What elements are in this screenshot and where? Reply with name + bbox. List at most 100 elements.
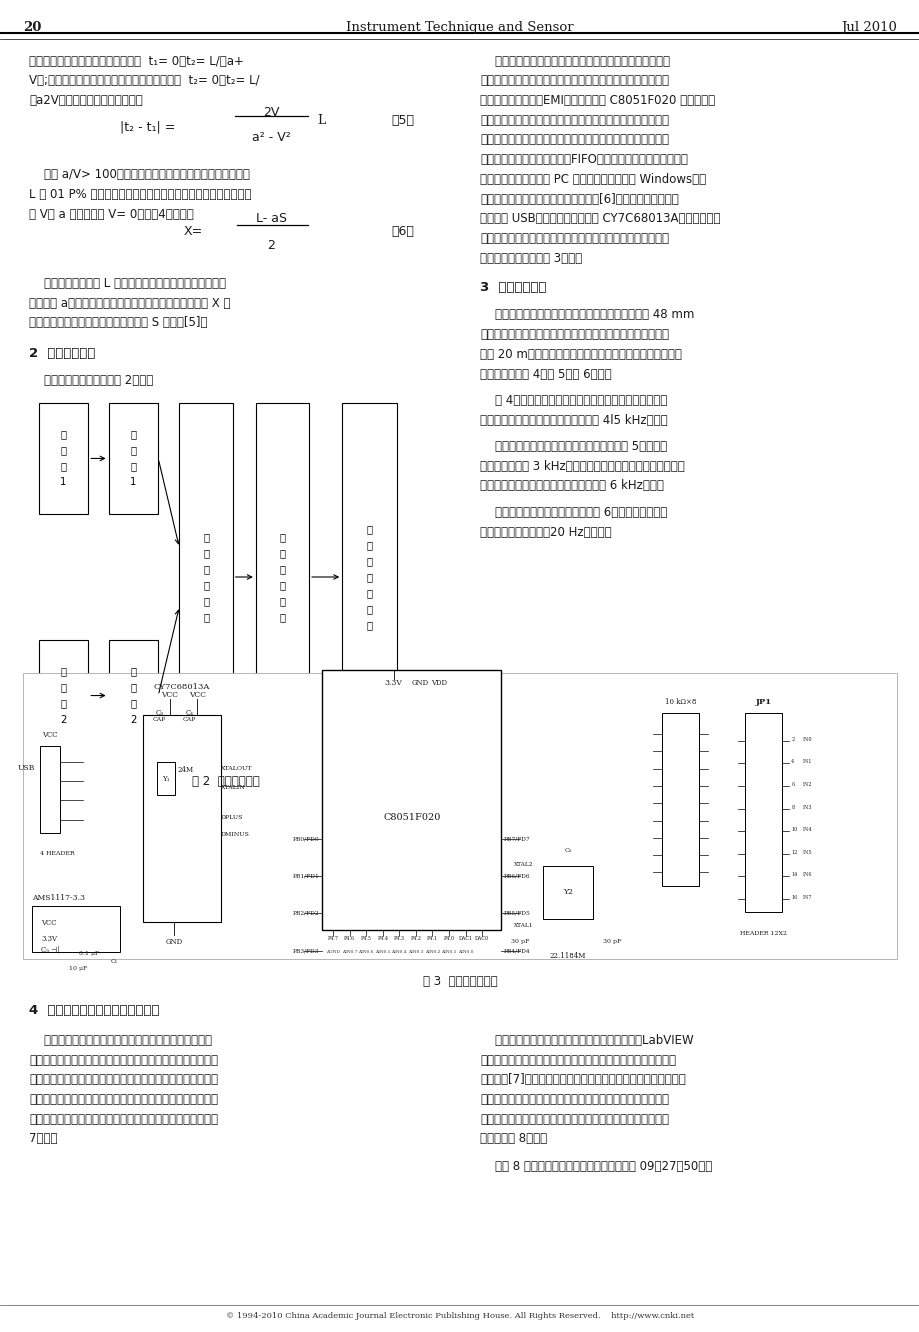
Bar xyxy=(39,641,88,751)
Text: 1: 1 xyxy=(130,477,136,488)
Bar xyxy=(156,762,176,795)
Text: 10: 10 xyxy=(790,827,797,832)
Text: DPLUS: DPLUS xyxy=(221,815,243,821)
Text: P4.4: P4.4 xyxy=(377,936,388,942)
Text: IN1: IN1 xyxy=(801,759,811,765)
Text: XTALOUT: XTALOUT xyxy=(221,766,252,771)
Text: 器: 器 xyxy=(130,698,136,709)
Text: 7所示。: 7所示。 xyxy=(29,1132,58,1146)
Text: VCC: VCC xyxy=(42,731,57,739)
Text: 集: 集 xyxy=(203,579,209,590)
Text: 低了外部电磁干扰（EMI）。主单片机 C8051F020 负责采集前: 低了外部电磁干扰（EMI）。主单片机 C8051F020 负责采集前 xyxy=(480,95,715,107)
Text: IN3: IN3 xyxy=(801,805,811,810)
Text: 传: 传 xyxy=(61,429,66,440)
Text: 要取决于首末端泄漏声波到达的时间差 S 的确定[5]。: 要取决于首末端泄漏声波到达的时间差 S 的确定[5]。 xyxy=(29,316,208,329)
Text: C8051F020: C8051F020 xyxy=(382,813,440,822)
Bar xyxy=(542,866,593,919)
Text: 警: 警 xyxy=(367,587,372,598)
Text: 据: 据 xyxy=(203,547,209,558)
Bar xyxy=(39,404,88,514)
Text: XTAL1: XTAL1 xyxy=(514,923,533,928)
Text: AGND: AGND xyxy=(325,950,340,954)
Text: 频谱分析。当信号中存在过阈值的数据时，根据信号的频率特: 频谱分析。当信号中存在过阈值的数据时，根据信号的频率特 xyxy=(29,1094,218,1106)
Text: L: L xyxy=(317,113,325,127)
Text: AIN0.2: AIN0.2 xyxy=(425,950,439,954)
Text: VCC: VCC xyxy=(188,691,206,699)
Text: 接: 接 xyxy=(279,595,285,606)
Text: 作为虚拟价器开发平台，和其他同类产品相比，LabVIEW: 作为虚拟价器开发平台，和其他同类产品相比，LabVIEW xyxy=(480,1034,693,1047)
Text: 坏点 20 m的位置进行信号采集。采集到的典型破坏声波信号: 坏点 20 m的位置进行信号采集。采集到的典型破坏声波信号 xyxy=(480,348,681,361)
Text: Y₁: Y₁ xyxy=(162,775,170,783)
Text: 机: 机 xyxy=(367,555,372,566)
Text: 24M: 24M xyxy=(177,766,194,774)
Text: AIN0.3: AIN0.3 xyxy=(408,950,423,954)
Text: P4.0: P4.0 xyxy=(443,936,454,942)
Text: 大: 大 xyxy=(130,682,136,693)
Text: PB7/FD7: PB7/FD7 xyxy=(504,836,530,842)
Text: C₁: C₁ xyxy=(110,959,118,964)
Text: PB2/FD2: PB2/FD2 xyxy=(292,911,319,916)
Text: 4 HEADER: 4 HEADER xyxy=(40,851,74,856)
Text: 块: 块 xyxy=(203,611,209,622)
Text: P4.7: P4.7 xyxy=(327,936,338,942)
Text: 响应速度跟不上，容易造成数据丢失。所以在主单片机和总线: 响应速度跟不上，容易造成数据丢失。所以在主单片机和总线 xyxy=(480,133,668,147)
Text: 系统的硬件设计框图如图 2所示。: 系统的硬件设计框图如图 2所示。 xyxy=(29,374,153,388)
Text: 3.3V: 3.3V xyxy=(384,679,403,687)
Text: 统。系统首先读入缓冲区中的数据进行滤波，然后对数据进行: 统。系统首先读入缓冲区中的数据进行滤波，然后对数据进行 xyxy=(29,1074,218,1087)
Text: PB1/FD1: PB1/FD1 xyxy=(292,874,319,879)
Text: GND: GND xyxy=(412,679,429,687)
Text: CAP: CAP xyxy=(183,717,196,722)
Text: 转为串行 USB输出方式，由单片机 CY7C68013A将信号批量传: 转为串行 USB输出方式，由单片机 CY7C68013A将信号批量传 xyxy=(480,212,720,225)
Text: AIN0.4: AIN0.4 xyxy=(391,950,406,954)
Text: 数据超过一定容量时由 PC 机成批读取，解决了 Windows系统: 数据超过一定容量时由 PC 机成批读取，解决了 Windows系统 xyxy=(480,173,706,186)
Text: 报: 报 xyxy=(367,571,372,582)
Text: P4.2: P4.2 xyxy=(410,936,421,942)
Text: 计，采用虚拟价器软件设计了天然气管线声波在线实时监测系: 计，采用虚拟价器软件设计了天然气管线声波在线实时监测系 xyxy=(29,1054,218,1067)
Text: PB4/FD4: PB4/FD4 xyxy=(504,948,530,954)
Text: 4  管线声波监测与定位系统的设计: 4 管线声波监测与定位系统的设计 xyxy=(29,1004,160,1018)
Text: 1: 1 xyxy=(61,477,66,488)
Text: 在图 8 中，由实时监测曲线可以看到曲线在 09：27：50处，: 在图 8 中，由实时监测曲线可以看到曲线在 09：27：50处， xyxy=(480,1160,711,1173)
Text: 采集模块的电路图如图 3所示。: 采集模块的电路图如图 3所示。 xyxy=(480,252,582,265)
Text: AMS1117-3.3: AMS1117-3.3 xyxy=(32,894,85,902)
Text: IN7: IN7 xyxy=(801,895,811,900)
Bar xyxy=(322,670,501,930)
Text: 放: 放 xyxy=(130,666,136,677)
Text: P4.1: P4.1 xyxy=(426,936,437,942)
Text: 征进行相关分析，同时报告泄漏位置。系统的软件流程图如图: 征进行相关分析，同时报告泄漏位置。系统的软件流程图如图 xyxy=(29,1112,218,1126)
Text: AIN0.5: AIN0.5 xyxy=(375,950,390,954)
Text: 22.1184M: 22.1184M xyxy=(550,952,585,960)
Text: 定: 定 xyxy=(367,603,372,614)
Text: 数: 数 xyxy=(203,531,209,542)
Text: 典型管道遇到切割破坏所采集到的波形如图 5所示。信: 典型管道遇到切割破坏所采集到的波形如图 5所示。信 xyxy=(480,440,666,453)
Text: 首末端传感器距离 L 在安装时已经确定，管道中泄漏声波: 首末端传感器距离 L 在安装时已经确定，管道中泄漏声波 xyxy=(29,277,226,290)
Text: 器信号以差分信号形式输入采集模块，从而提高了信噪比，降: 器信号以差分信号形式输入采集模块，从而提高了信噪比，降 xyxy=(480,75,668,88)
Text: 20: 20 xyxy=(23,21,41,35)
Bar xyxy=(142,715,221,922)
Text: 2: 2 xyxy=(61,714,66,725)
Bar xyxy=(108,404,158,514)
Text: 14: 14 xyxy=(790,872,797,878)
Text: 2  系统总体设计: 2 系统总体设计 xyxy=(29,346,96,360)
Bar xyxy=(32,906,119,952)
Text: 0.1 μF: 0.1 μF xyxy=(79,951,99,956)
Text: 设首端泄漏产生泄漏声波传到末端有  t₁= 0，t₂= L/（a+: 设首端泄漏产生泄漏声波传到末端有 t₁= 0，t₂= L/（a+ xyxy=(29,55,244,68)
Bar xyxy=(255,404,309,751)
Bar xyxy=(23,673,896,959)
Text: IN0: IN0 xyxy=(801,737,811,742)
Text: 数: 数 xyxy=(279,531,285,542)
Text: PB5/FD5: PB5/FD5 xyxy=(504,911,530,916)
Text: 号的主要能量以 3 kHz为中心向两边缓慢衰减。以上用工具破: 号的主要能量以 3 kHz为中心向两边缓慢衰减。以上用工具破 xyxy=(480,460,685,473)
Text: 的频域波形如图 4、图 5、图 6所示。: 的频域波形如图 4、图 5、图 6所示。 xyxy=(480,368,611,381)
Text: 为了研究管道在遇到破坏时信号的多样性，在外径 48 mm: 为了研究管道在遇到破坏时信号的多样性，在外径 48 mm xyxy=(480,309,694,321)
Text: 据: 据 xyxy=(279,547,285,558)
Text: （a2V）。两者时间差的绝对值为: （a2V）。两者时间差的绝对值为 xyxy=(29,95,143,107)
Text: V）;再设末端泄漏产生泄漏声波传到首端，则有  t₂= 0，t₂= L/: V）;再设末端泄漏产生泄漏声波传到首端，则有 t₂= 0，t₂= L/ xyxy=(29,75,260,88)
Text: 送至计算机，降低了主单片机负担，实现了数据的高速传输。: 送至计算机，降低了主单片机负担，实现了数据的高速传输。 xyxy=(480,232,668,245)
Bar xyxy=(744,713,781,912)
Text: 30 pF: 30 pF xyxy=(602,939,620,944)
Text: 模: 模 xyxy=(203,595,209,606)
Text: 位: 位 xyxy=(367,619,372,630)
Text: XTAL2: XTAL2 xyxy=(514,862,533,867)
Text: （6）: （6） xyxy=(391,225,414,238)
